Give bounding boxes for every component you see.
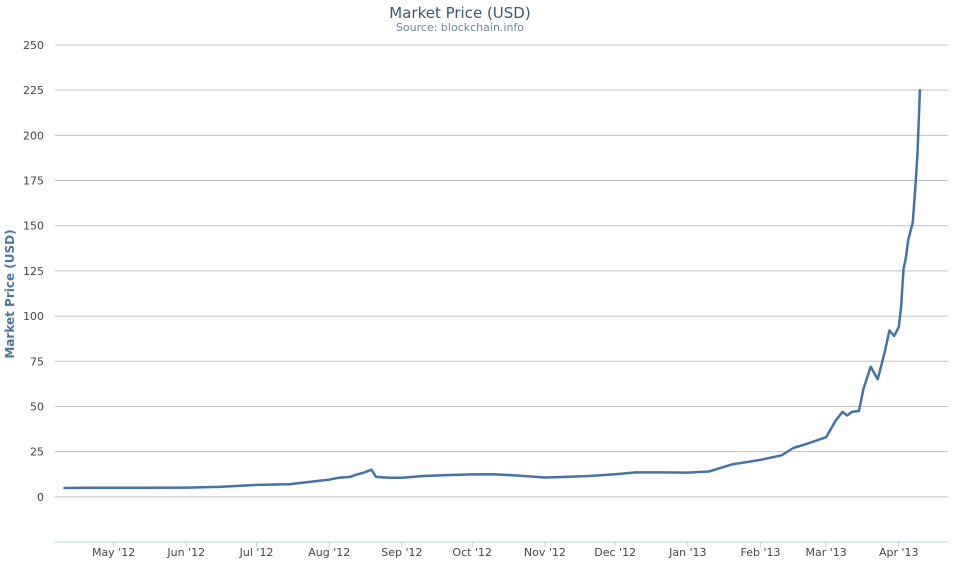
x-tick-label: Nov '12 bbox=[524, 546, 566, 559]
x-tick-label: Jun '12 bbox=[166, 546, 205, 559]
y-tick-label: 50 bbox=[30, 400, 44, 413]
x-tick-label: Jan '13 bbox=[668, 546, 706, 559]
y-tick-label: 100 bbox=[23, 310, 44, 323]
x-tick-label: Feb '13 bbox=[740, 546, 780, 559]
x-tick-label: Mar '13 bbox=[805, 546, 846, 559]
y-tick-label: 250 bbox=[23, 39, 44, 52]
y-tick-label: 25 bbox=[30, 446, 44, 459]
series-line-market-price bbox=[63, 88, 922, 490]
x-tick-label: Aug '12 bbox=[308, 546, 350, 559]
y-tick-label: 225 bbox=[23, 84, 44, 97]
x-axis-ticks: May '12 Jun '12 Jul '12 Aug '12 Sep '12 Oct '… bbox=[92, 542, 919, 559]
y-axis-label: Market Price (USD) bbox=[3, 229, 17, 358]
y-tick-label: 175 bbox=[23, 175, 44, 188]
y-tick-label: 0 bbox=[37, 491, 44, 504]
y-tick-label: 125 bbox=[23, 265, 44, 278]
x-tick-label: Dec '12 bbox=[594, 546, 636, 559]
x-tick-label: Jul '12 bbox=[239, 546, 274, 559]
x-tick-label: May '12 bbox=[92, 546, 135, 559]
chart-title: Market Price (USD) bbox=[389, 4, 530, 22]
x-tick-label: Sep '12 bbox=[381, 546, 422, 559]
y-tick-label: 200 bbox=[23, 129, 44, 142]
y-tick-label: 150 bbox=[23, 220, 44, 233]
gridlines bbox=[55, 44, 948, 498]
chart-subtitle: Source: blockchain.info bbox=[396, 21, 524, 34]
y-tick-label: 75 bbox=[30, 355, 44, 368]
x-tick-label: Apr '13 bbox=[879, 546, 919, 559]
x-tick-label: Oct '12 bbox=[452, 546, 492, 559]
y-axis-ticks: 0 25 50 75 100 125 150 175 200 225 250 bbox=[23, 39, 44, 504]
